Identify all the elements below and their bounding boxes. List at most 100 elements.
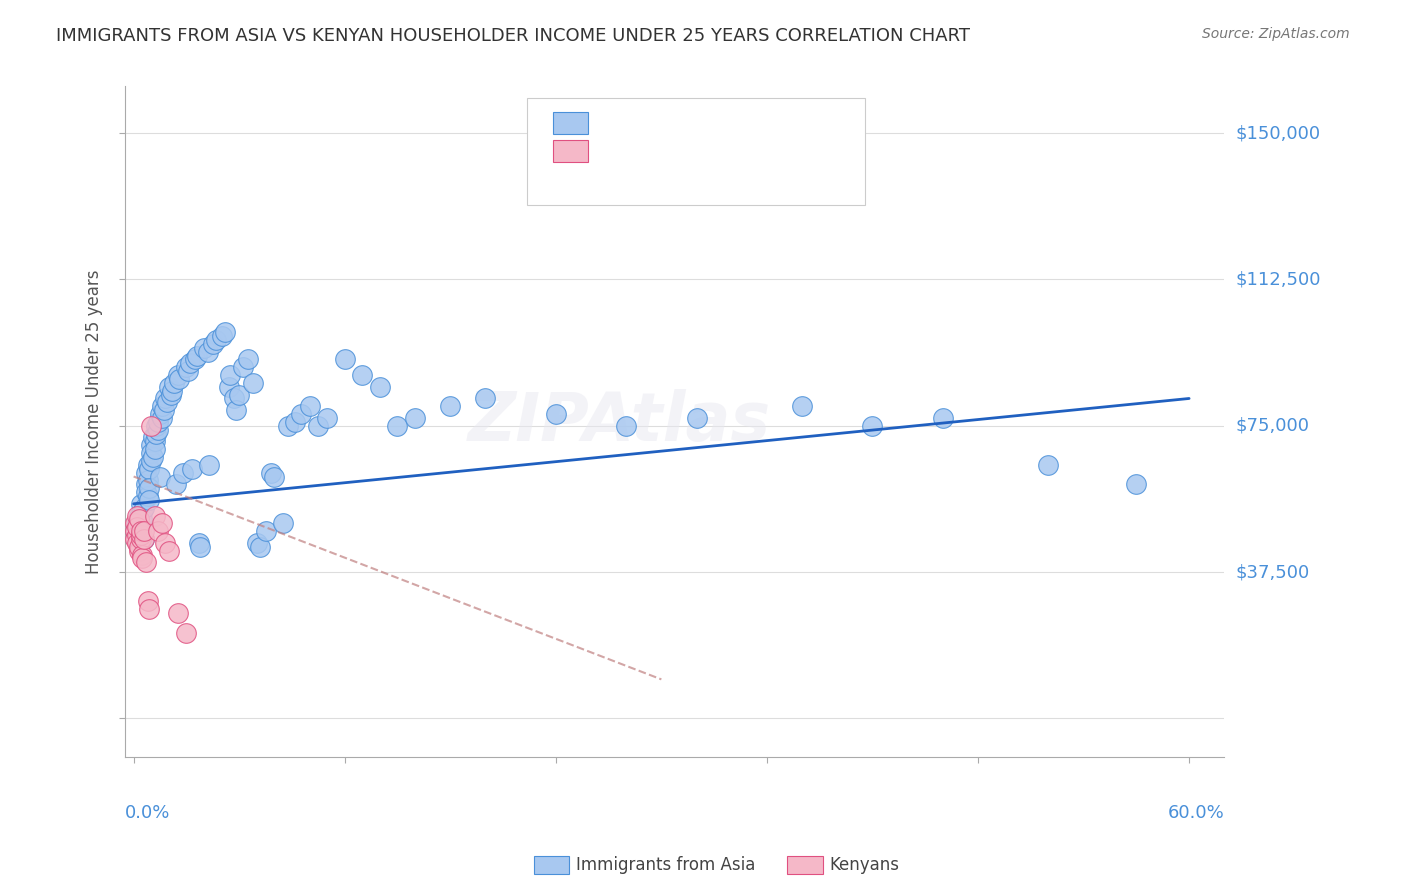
- Point: [277, 418, 299, 433]
- Text: $112,500: $112,500: [1236, 270, 1320, 288]
- Point: [225, 403, 247, 417]
- Point: [150, 411, 173, 425]
- Point: [150, 516, 173, 531]
- Text: Kenyans: Kenyans: [830, 856, 900, 874]
- Point: [149, 469, 172, 483]
- Point: [141, 454, 163, 468]
- Point: [131, 548, 153, 562]
- Point: [316, 411, 339, 425]
- Point: [129, 524, 152, 538]
- Point: [155, 536, 177, 550]
- Point: [198, 458, 221, 472]
- Point: [131, 551, 153, 566]
- Point: [129, 497, 152, 511]
- Point: [136, 594, 159, 608]
- Point: [131, 505, 153, 519]
- Point: [333, 352, 356, 367]
- Point: [129, 528, 152, 542]
- Point: [128, 540, 150, 554]
- Point: [128, 508, 150, 523]
- Point: [134, 532, 156, 546]
- Text: 60.0%: 60.0%: [1167, 805, 1225, 822]
- Point: [219, 368, 242, 382]
- Point: [179, 356, 201, 370]
- Point: [129, 532, 152, 546]
- Point: [149, 407, 172, 421]
- Point: [157, 543, 180, 558]
- Point: [187, 536, 209, 550]
- Point: [128, 543, 150, 558]
- Point: [474, 392, 496, 406]
- Point: [180, 461, 202, 475]
- Point: [152, 403, 174, 417]
- Point: [186, 349, 208, 363]
- Text: N =: N =: [699, 114, 730, 132]
- Text: 0.399: 0.399: [637, 114, 690, 132]
- Point: [169, 372, 191, 386]
- Point: [685, 411, 707, 425]
- Text: -0.380: -0.380: [633, 143, 692, 161]
- Point: [135, 466, 157, 480]
- Point: [134, 500, 156, 515]
- Point: [201, 336, 224, 351]
- Point: [166, 368, 188, 382]
- Point: [124, 524, 146, 538]
- Point: [148, 415, 170, 429]
- Point: [271, 516, 294, 531]
- Point: [263, 469, 285, 483]
- Point: [218, 380, 240, 394]
- Text: R =: R =: [598, 143, 628, 161]
- Point: [142, 450, 165, 464]
- Point: [135, 555, 157, 569]
- Point: [172, 466, 194, 480]
- Text: 28: 28: [738, 143, 761, 161]
- Point: [127, 516, 149, 531]
- Point: [127, 536, 149, 550]
- Point: [156, 395, 179, 409]
- Point: [260, 466, 283, 480]
- Point: [157, 380, 180, 394]
- Text: R =: R =: [598, 114, 628, 132]
- Point: [127, 508, 149, 523]
- Point: [148, 524, 170, 538]
- Point: [138, 492, 160, 507]
- Point: [307, 418, 329, 433]
- Text: Immigrants from Asia: Immigrants from Asia: [576, 856, 756, 874]
- Point: [143, 434, 166, 449]
- Point: [193, 341, 215, 355]
- Point: [135, 477, 157, 491]
- Point: [222, 392, 245, 406]
- Point: [127, 520, 149, 534]
- Point: [249, 540, 271, 554]
- Point: [162, 384, 184, 398]
- Point: [150, 399, 173, 413]
- Point: [138, 461, 160, 475]
- Point: [205, 333, 228, 347]
- Point: [176, 360, 198, 375]
- Point: [127, 528, 149, 542]
- Point: [176, 625, 198, 640]
- Point: [298, 399, 321, 413]
- Point: [138, 602, 160, 616]
- Point: [404, 411, 426, 425]
- Text: IMMIGRANTS FROM ASIA VS KENYAN HOUSEHOLDER INCOME UNDER 25 YEARS CORRELATION CHA: IMMIGRANTS FROM ASIA VS KENYAN HOUSEHOLD…: [56, 27, 970, 45]
- Point: [141, 418, 163, 433]
- Point: [242, 376, 264, 390]
- Point: [142, 430, 165, 444]
- Point: [614, 418, 637, 433]
- Point: [290, 407, 312, 421]
- Point: [236, 352, 259, 367]
- Point: [131, 512, 153, 526]
- Text: $75,000: $75,000: [1236, 417, 1309, 434]
- Point: [165, 477, 187, 491]
- Point: [143, 508, 166, 523]
- Point: [177, 364, 200, 378]
- Point: [128, 524, 150, 538]
- Text: $150,000: $150,000: [1236, 124, 1320, 142]
- Point: [284, 415, 307, 429]
- Point: [190, 540, 212, 554]
- Text: 0.0%: 0.0%: [125, 805, 170, 822]
- Point: [134, 532, 156, 546]
- Point: [136, 474, 159, 488]
- Point: [862, 418, 884, 433]
